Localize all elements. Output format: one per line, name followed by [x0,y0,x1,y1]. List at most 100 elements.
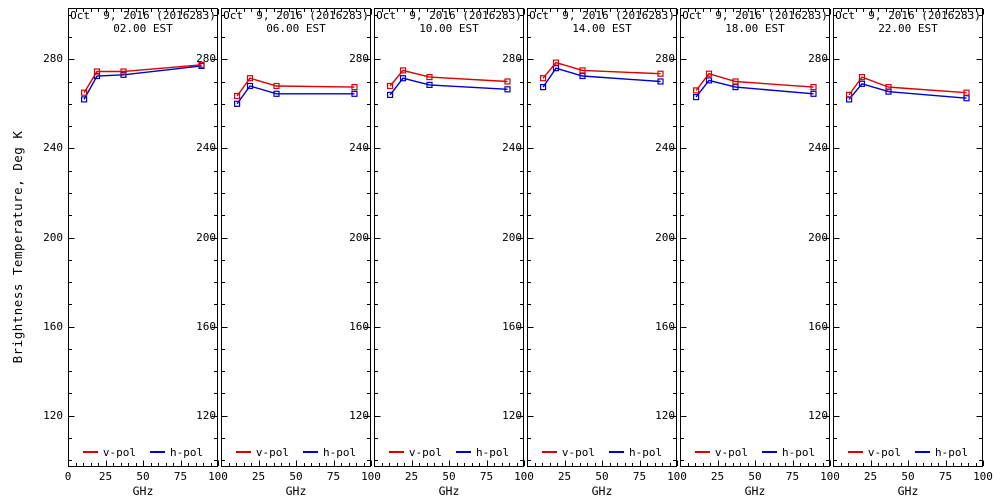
x-tick-label: 25 [557,470,572,483]
y-tick-label: 240 [502,141,522,155]
axis-ticks [374,9,525,466]
y-tick-label: 120 [655,408,675,422]
axis-ticks [680,9,831,466]
v-pol-marker [846,91,853,99]
y-tick-label: 160 [349,319,369,333]
h-pol-marker [120,71,127,78]
y-tick-label: 280 [808,52,828,66]
x-tick-label: 75 [938,470,953,483]
panel-title-date: Oct 9, 2016 (2016283) [223,9,369,22]
panel-title-time: 06.00 EST [266,22,326,35]
v-pol-legend-line [847,451,863,453]
x-tick-label: 50 [136,470,150,483]
h-pol-marker [426,81,433,89]
h-pol-marker [693,93,700,101]
x-tick-label: 75 [479,470,494,483]
y-tick-label: 120 [196,408,216,422]
legend: v-pol h-pol [374,445,524,459]
v-pol-line [695,72,814,91]
h-pol-legend-label: h-pol [476,445,510,459]
x-tick-label: 75 [785,470,800,483]
panel-title-date: Oct 9, 2016 (2016283) [835,9,981,22]
v-pol-marker [657,70,664,77]
legend: v-pol h-pol [680,445,830,459]
x-tick-label: 100 [973,470,993,483]
legend: v-pol h-pol [527,445,677,459]
x-tick-label: 100 [820,470,840,483]
panel-title-date: Oct 9, 2016 (2016283) [376,9,522,22]
v-pol-marker [120,68,127,75]
plot-area [833,8,984,467]
h-pol-marker [858,80,866,87]
axis-ticks [833,9,984,466]
y-tick-label: 120 [808,408,828,422]
plot-area [68,8,219,467]
panel-title-date: Oct 9, 2016 (2016283) [70,9,216,22]
panel-1400: Oct 9, 2016 (2016283) 14.00 EST 280 240 200 1… [502,8,687,498]
v-pol-line [83,64,202,94]
y-tick-label: 240 [349,141,369,155]
axis-box [374,8,524,467]
v-pol-legend-line [82,451,98,453]
h-pol-legend-label: h-pol [782,445,816,459]
panel-0200: Oct 9, 2016 (2016283) 02.00 EST 280 240 200 1… [43,8,228,498]
h-pol-legend-label: h-pol [935,445,969,459]
h-pol-marker [705,77,713,84]
h-pol-marker [810,90,817,97]
y-tick-label: 240 [43,141,63,155]
panel-title-time: 10.00 EST [419,22,479,35]
h-pol-line [83,65,202,100]
x-axis-unit-label: GHz [591,484,613,498]
axis-box [680,8,830,467]
v-pol-marker [858,73,866,81]
v-pol-legend-label: v-pol [102,445,136,459]
v-pol-marker [540,75,547,82]
v-pol-marker [399,67,407,74]
y-tick-label: 280 [349,52,369,66]
h-pol-legend-line [609,451,624,453]
h-pol-legend-label: h-pol [629,445,663,459]
v-pol-legend-label: v-pol [561,445,595,459]
panel-title-time: 02.00 EST [113,22,173,35]
v-pol-marker [963,89,970,96]
plot-area [221,8,372,467]
h-pol-line [542,67,661,88]
v-pol-marker [234,92,241,100]
v-pol-marker [504,78,511,85]
y-tick-label: 240 [808,141,828,155]
y-tick-label: 200 [196,230,216,244]
x-tick-label: 100 [208,470,228,483]
x-axis-unit-label: GHz [438,484,460,498]
panel-title-time: 14.00 EST [572,22,632,35]
v-pol-legend-line [388,451,404,453]
panel-2200: Oct 9, 2016 (2016283) 22.00 EST 280 240 200 1… [808,8,993,498]
v-pol-legend-label: v-pol [408,445,442,459]
x-tick-label: 50 [901,470,915,483]
v-pol-marker [705,70,713,77]
y-tick-label: 280 [43,52,63,66]
x-tick-label: 25 [98,470,113,483]
x-tick-label: 50 [442,470,456,483]
v-pol-marker [351,83,358,91]
x-tick-label: 100 [514,470,534,483]
h-pol-marker [273,90,280,97]
h-pol-marker [399,75,407,82]
y-tick-label: 160 [43,319,63,333]
plot-area [680,8,831,467]
h-pol-marker [387,91,394,99]
h-pol-marker [552,65,560,72]
v-pol-legend-line [694,451,710,453]
h-pol-legend-line [303,451,318,453]
y-tick-label: 200 [808,230,828,244]
y-tick-label: 160 [502,319,522,333]
axis-ticks [527,9,678,466]
x-tick-label: 75 [173,470,188,483]
x-axis-unit-label: GHz [897,484,919,498]
v-pol-marker [387,82,394,90]
v-pol-marker [552,59,560,66]
panel-title-date: Oct 9, 2016 (2016283) [529,9,675,22]
x-tick-label: 50 [748,470,762,483]
v-pol-marker [93,68,101,75]
y-tick-label: 280 [196,52,216,66]
v-pol-legend-line [235,451,251,453]
